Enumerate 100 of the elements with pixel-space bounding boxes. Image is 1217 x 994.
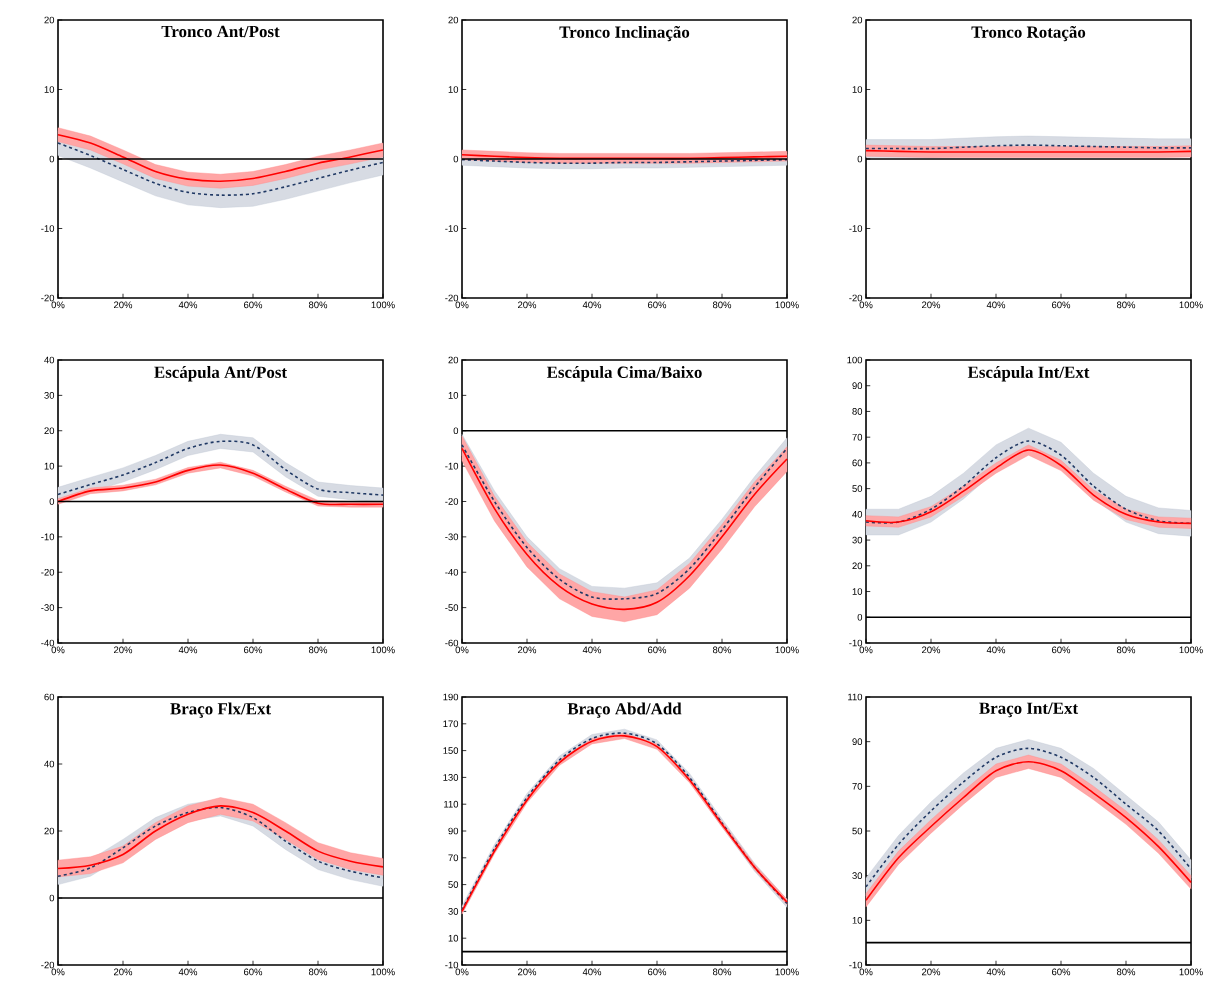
x-tick-label: 80% bbox=[712, 968, 732, 976]
y-tick-label: 170 bbox=[443, 720, 459, 728]
x-tick-label: 100% bbox=[371, 646, 395, 654]
y-tick-label: -10 bbox=[41, 533, 55, 541]
x-tick-label: 100% bbox=[371, 968, 395, 976]
y-tick-label: -10 bbox=[41, 225, 55, 232]
y-tick-label: 20 bbox=[852, 562, 863, 570]
x-tick-label: 80% bbox=[308, 646, 328, 654]
x-tick-label: 20% bbox=[518, 968, 537, 976]
x-tick-label: 60% bbox=[244, 646, 263, 654]
x-tick-label: 100% bbox=[775, 301, 799, 309]
x-tick-label: 80% bbox=[1116, 968, 1136, 976]
x-tick-label: 0% bbox=[51, 646, 65, 654]
y-tick-label: 50 bbox=[448, 881, 459, 888]
chart-title: Braço Abd/Add bbox=[567, 702, 682, 718]
x-tick-label: 100% bbox=[1179, 646, 1203, 654]
x-tick-label: 60% bbox=[244, 301, 263, 309]
x-tick-label: 20% bbox=[114, 301, 133, 309]
x-tick-label: 20% bbox=[922, 301, 941, 309]
y-tick-label: 40 bbox=[44, 760, 55, 768]
y-tick-label: 0 bbox=[453, 155, 459, 163]
x-tick-label: 100% bbox=[775, 646, 799, 654]
x-tick-label: 80% bbox=[712, 646, 732, 654]
y-tick-label: 20 bbox=[448, 356, 459, 364]
y-tick-label: 40 bbox=[852, 511, 863, 518]
x-tick-label: 40% bbox=[986, 968, 1006, 976]
y-tick-label: 10 bbox=[44, 462, 55, 470]
chart-title: Tronco Rotação bbox=[971, 25, 1086, 42]
y-tick-label: 70 bbox=[852, 782, 863, 790]
y-tick-label: -30 bbox=[41, 604, 55, 611]
x-tick-label: 40% bbox=[986, 646, 1006, 654]
y-tick-label: 10 bbox=[448, 934, 459, 942]
y-tick-label: 0 bbox=[49, 155, 55, 163]
y-tick-label: -50 bbox=[445, 604, 459, 611]
x-tick-label: 20% bbox=[922, 968, 941, 976]
chart-title: Escápula Ant/Post bbox=[154, 366, 287, 382]
x-tick-label: 40% bbox=[986, 301, 1006, 309]
y-tick-label: -20 bbox=[445, 498, 459, 505]
y-tick-label: -10 bbox=[849, 961, 863, 969]
x-tick-label: 100% bbox=[775, 968, 799, 976]
y-tick-label: 10 bbox=[44, 86, 55, 93]
x-tick-label: 40% bbox=[178, 646, 198, 654]
y-tick-label: 50 bbox=[852, 485, 863, 492]
y-tick-label: -20 bbox=[41, 568, 55, 576]
y-tick-label: -10 bbox=[445, 961, 459, 969]
x-tick-label: 20% bbox=[518, 301, 537, 309]
y-tick-label: -60 bbox=[445, 639, 459, 647]
y-tick-label: 40 bbox=[44, 356, 55, 364]
y-tick-label: 0 bbox=[49, 498, 55, 505]
y-tick-label: -20 bbox=[41, 294, 55, 302]
y-tick-label: 0 bbox=[857, 613, 863, 621]
y-tick-label: 30 bbox=[448, 908, 459, 915]
y-tick-label: 90 bbox=[852, 382, 863, 390]
chart-title: Braço Flx/Ext bbox=[170, 702, 271, 718]
x-tick-label: 100% bbox=[371, 301, 395, 309]
y-tick-label: 30 bbox=[852, 872, 863, 880]
x-tick-label: 80% bbox=[1116, 646, 1136, 654]
y-tick-label: 20 bbox=[44, 16, 55, 24]
x-tick-label: 0% bbox=[51, 968, 65, 976]
x-tick-label: 40% bbox=[582, 968, 602, 976]
y-tick-label: -10 bbox=[849, 225, 863, 232]
y-tick-label: 50 bbox=[852, 827, 863, 835]
x-tick-label: 80% bbox=[712, 301, 732, 309]
y-tick-label: -10 bbox=[849, 639, 863, 647]
x-tick-label: 60% bbox=[1052, 301, 1071, 309]
y-tick-label: -10 bbox=[445, 225, 459, 232]
y-tick-label: 20 bbox=[852, 16, 863, 24]
y-tick-label: -20 bbox=[41, 961, 55, 969]
x-tick-label: 80% bbox=[308, 968, 328, 976]
x-tick-label: 60% bbox=[648, 301, 667, 309]
x-tick-label: 20% bbox=[922, 646, 941, 654]
x-tick-label: 60% bbox=[244, 968, 263, 976]
x-tick-label: 0% bbox=[51, 301, 65, 309]
x-tick-label: 0% bbox=[859, 301, 873, 309]
y-tick-label: 0 bbox=[857, 155, 863, 163]
y-tick-label: 10 bbox=[448, 86, 459, 93]
y-tick-label: 130 bbox=[443, 774, 459, 781]
chart-title: Escápula Int/Ext bbox=[967, 366, 1090, 382]
x-tick-label: 100% bbox=[1179, 968, 1203, 976]
x-tick-label: 60% bbox=[648, 968, 667, 976]
y-tick-label: 0 bbox=[49, 894, 55, 902]
chart-title: Escápula Cima/Baixo bbox=[546, 366, 702, 382]
chart-title: Tronco Ant/Post bbox=[161, 25, 280, 38]
x-tick-label: 20% bbox=[114, 646, 133, 654]
chart-title: Braço Int/Ext bbox=[979, 702, 1079, 718]
x-tick-label: 40% bbox=[178, 301, 198, 309]
y-tick-label: 90 bbox=[852, 738, 863, 746]
y-tick-label: -20 bbox=[849, 294, 863, 302]
x-tick-label: 0% bbox=[455, 646, 469, 654]
y-tick-label: 10 bbox=[852, 916, 863, 924]
x-tick-label: 0% bbox=[859, 968, 873, 976]
y-tick-label: -40 bbox=[445, 568, 459, 576]
y-tick-label: 70 bbox=[852, 433, 863, 441]
y-tick-label: 10 bbox=[448, 392, 459, 399]
x-tick-label: 60% bbox=[648, 646, 667, 654]
y-tick-label: 30 bbox=[44, 392, 55, 399]
x-tick-label: 20% bbox=[114, 968, 133, 976]
y-tick-label: 60 bbox=[852, 459, 863, 467]
y-tick-label: -10 bbox=[445, 462, 459, 470]
x-tick-label: 40% bbox=[582, 301, 602, 309]
